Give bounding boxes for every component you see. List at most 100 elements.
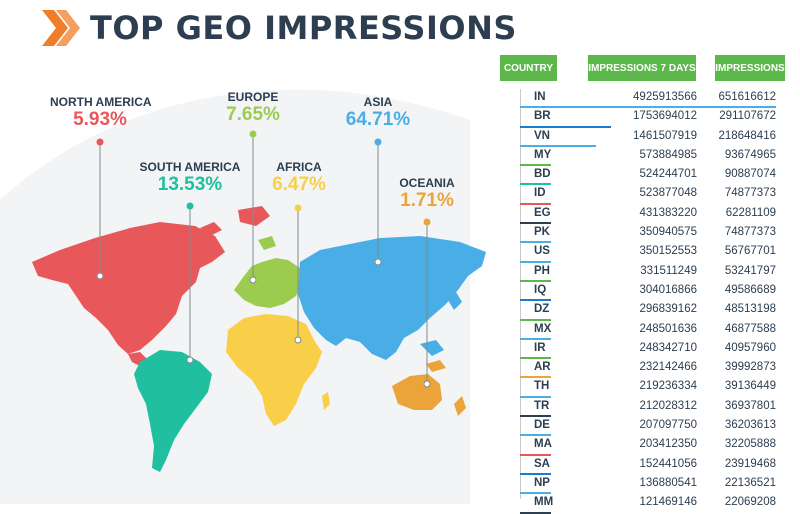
impression-bar bbox=[520, 279, 551, 282]
impressions-7-days-value: 219236334 bbox=[639, 380, 697, 393]
impression-bar bbox=[520, 357, 551, 360]
impressions-7-days-value: 573884985 bbox=[639, 148, 697, 161]
impressions-7-days-value: 350152553 bbox=[639, 245, 697, 258]
region-name: SOUTH AMERICA bbox=[139, 160, 241, 174]
country-code: BR bbox=[534, 110, 551, 123]
table-row: SA 152441056 23919468 bbox=[520, 456, 782, 475]
impressions-value: 22069208 bbox=[724, 496, 776, 509]
table-row: IN 4925913566 651616612 bbox=[520, 89, 782, 109]
impression-bar bbox=[520, 511, 551, 514]
country-code: DZ bbox=[534, 303, 550, 316]
impressions-value: 22136521 bbox=[724, 476, 776, 489]
region-name: AFRICA bbox=[276, 160, 322, 174]
country-code: IQ bbox=[534, 283, 547, 296]
table-row: MA 203412350 32205888 bbox=[520, 436, 782, 456]
page-title: TOP GEO IMPRESSIONS bbox=[90, 9, 517, 47]
impressions-7-days-value: 1753694012 bbox=[633, 110, 697, 123]
map-africa bbox=[226, 314, 322, 426]
impressions-value: 74877373 bbox=[724, 226, 776, 239]
column-header-country: COUNTRY bbox=[500, 55, 557, 81]
impressions-value: 651616612 bbox=[718, 91, 776, 103]
impression-bar bbox=[520, 453, 551, 456]
geo-table: COUNTRY IMPRESSIONS 7 DAYS IMPRESSIONS I… bbox=[500, 55, 800, 514]
country-code: PH bbox=[534, 264, 550, 277]
impressions-7-days-value: 304016866 bbox=[639, 283, 697, 296]
table-row: ID 523877048 74877373 bbox=[520, 185, 782, 205]
table-row: VN 1461507919 218648416 bbox=[520, 128, 782, 147]
country-code: ID bbox=[534, 187, 546, 200]
impression-bar bbox=[520, 492, 551, 495]
region-percent: 5.93% bbox=[73, 109, 127, 130]
impressions-value: 39136449 bbox=[724, 380, 776, 393]
region-percent: 1.71% bbox=[400, 190, 454, 211]
impression-bar bbox=[520, 472, 551, 475]
impressions-value: 291107672 bbox=[719, 110, 776, 123]
impressions-7-days-value: 1461507919 bbox=[633, 129, 697, 142]
region-label-south-america: SOUTH AMERICA 13.53% bbox=[138, 160, 242, 196]
impressions-7-days-value: 431383220 bbox=[639, 206, 697, 219]
country-code: TH bbox=[534, 380, 550, 393]
impressions-7-days-value: 152441056 bbox=[639, 457, 697, 470]
country-code: NP bbox=[534, 476, 550, 489]
region-name: NORTH AMERICA bbox=[50, 95, 152, 109]
region-name: ASIA bbox=[363, 95, 393, 109]
region-percent: 7.65% bbox=[226, 104, 280, 125]
impressions-7-days-value: 4925913566 bbox=[633, 91, 697, 103]
country-code: MY bbox=[534, 148, 552, 161]
impressions-7-days-value: 331511249 bbox=[640, 264, 697, 277]
column-header-impressions-7-days: IMPRESSIONS 7 DAYS bbox=[588, 55, 696, 81]
table-row: MY 573884985 93674965 bbox=[520, 147, 782, 167]
impression-bar bbox=[520, 318, 551, 321]
impression-bar bbox=[520, 299, 551, 302]
table-body: IN 4925913566 651616612 BR 1753694012 2911076… bbox=[520, 89, 782, 514]
table-row: IQ 304016866 49586689 bbox=[520, 282, 782, 302]
country-code: IN bbox=[534, 91, 546, 103]
impressions-7-days-value: 350940575 bbox=[639, 226, 697, 239]
impressions-value: 53241797 bbox=[724, 264, 776, 277]
region-label-north-america: NORTH AMERICA 5.93% bbox=[50, 95, 152, 131]
impression-bar bbox=[520, 202, 551, 205]
impressions-value: 62281109 bbox=[725, 206, 776, 219]
region-label-oceania: OCEANIA 1.71% bbox=[393, 176, 461, 212]
table-row: TH 219236334 39136449 bbox=[520, 378, 782, 398]
impressions-value: 32205888 bbox=[724, 438, 776, 451]
impressions-7-days-value: 207097750 bbox=[639, 419, 697, 432]
table-row: NP 136880541 22136521 bbox=[520, 475, 782, 495]
impressions-value: 93674965 bbox=[724, 148, 776, 161]
country-code: VN bbox=[534, 129, 550, 142]
impression-bar bbox=[520, 241, 551, 244]
country-code: AR bbox=[534, 361, 551, 374]
region-label-africa: AFRICA 6.47% bbox=[264, 160, 334, 196]
impression-bar bbox=[520, 144, 596, 147]
impressions-value: 40957960 bbox=[724, 341, 776, 354]
country-code: TR bbox=[534, 399, 550, 412]
country-code: IR bbox=[534, 341, 546, 354]
chevron-arrow-icon bbox=[42, 10, 80, 46]
region-name: EUROPE bbox=[227, 90, 279, 104]
region-name: OCEANIA bbox=[399, 176, 455, 190]
impressions-value: 46877588 bbox=[724, 322, 776, 335]
country-code: PK bbox=[534, 226, 550, 239]
country-code: MX bbox=[534, 322, 552, 335]
country-code: SA bbox=[534, 457, 550, 470]
table-row: EG 431383220 62281109 bbox=[520, 205, 782, 225]
impression-bar bbox=[520, 183, 551, 186]
impressions-7-days-value: 212028312 bbox=[639, 399, 697, 412]
impression-bar bbox=[520, 260, 551, 263]
region-percent: 6.47% bbox=[272, 174, 326, 195]
country-code: BD bbox=[534, 168, 551, 181]
country-code: MM bbox=[534, 496, 554, 509]
map-north-america bbox=[32, 222, 225, 354]
impressions-value: 39992873 bbox=[724, 361, 776, 374]
country-code: MA bbox=[534, 438, 552, 451]
page-header: TOP GEO IMPRESSIONS bbox=[40, 6, 517, 50]
impression-bar bbox=[520, 106, 776, 109]
impressions-value: 36203613 bbox=[724, 419, 776, 432]
impression-bar bbox=[520, 415, 551, 418]
impression-bar bbox=[520, 125, 612, 128]
impression-bar bbox=[520, 376, 551, 379]
table-row: BD 524244701 90887074 bbox=[520, 166, 782, 186]
pointer-dots bbox=[96, 130, 431, 388]
